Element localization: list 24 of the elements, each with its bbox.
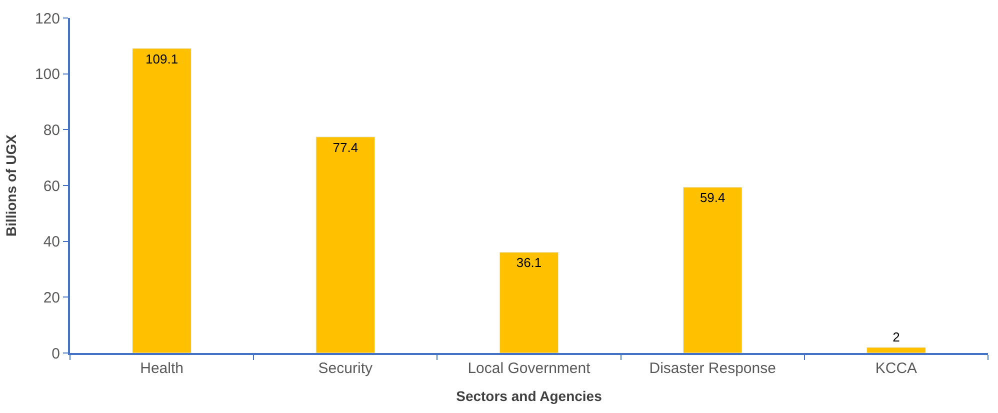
data-label: 59.4	[700, 190, 726, 206]
bar	[499, 252, 559, 353]
x-tick-label: Health	[140, 360, 184, 377]
y-axis-title: Billions of UGX	[3, 134, 20, 236]
y-tick-label: 40	[43, 234, 60, 251]
y-tick-label: 20	[43, 289, 60, 306]
data-label: 36.1	[516, 255, 542, 270]
x-tick-label: KCCA	[875, 360, 918, 377]
y-tick-label: 0	[52, 345, 60, 362]
bar	[682, 186, 742, 353]
y-tick-label: 100	[34, 66, 60, 84]
data-label: 77.4	[332, 140, 358, 155]
data-label: 2	[892, 329, 900, 344]
y-tick-label: 60	[43, 178, 60, 195]
x-tick-label: Disaster Response	[649, 360, 776, 377]
x-tick-label: Security	[318, 360, 373, 377]
x-axis-title: Sectors and Agencies	[456, 388, 602, 404]
bar	[316, 136, 376, 353]
data-label: 109.1	[146, 51, 178, 66]
y-tick-label: 120	[34, 10, 60, 28]
bar	[132, 48, 192, 353]
y-tick-label: 80	[43, 122, 60, 139]
bar	[866, 347, 926, 353]
x-tick-label: Local Government	[468, 360, 592, 377]
